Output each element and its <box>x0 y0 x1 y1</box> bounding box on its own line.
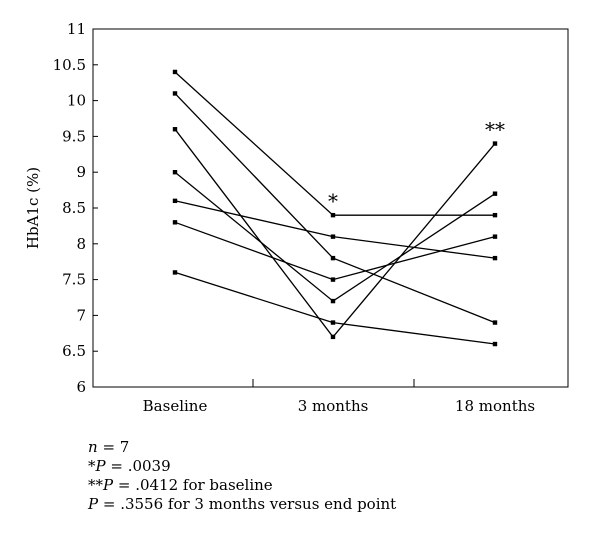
x-tick-label-1: 3 months <box>298 397 369 415</box>
note-n: n = 7 <box>88 438 130 456</box>
data-point-6-0 <box>172 270 178 275</box>
data-point-2-0 <box>172 127 178 132</box>
x-axis: Baseline 3 months 18 months <box>143 379 535 415</box>
y-tick-label-5: 8.5 <box>62 199 86 217</box>
y-tick-label-8: 10 <box>67 92 86 110</box>
data-point-2-2 <box>492 141 498 146</box>
data-point-0-2 <box>492 212 498 218</box>
series-points <box>172 69 498 347</box>
y-tick-label-9: 10.5 <box>53 56 86 74</box>
data-point-5-2 <box>492 234 498 239</box>
y-tick-label-10: 11 <box>67 20 86 38</box>
y-axis-label: HbA1c (%) <box>24 167 42 249</box>
hba1c-line-chart: 6 6.5 7 7.5 8 8.5 9 9.5 10 10.5 11 Baseline 3 month… <box>24 20 569 415</box>
data-point-0-1 <box>330 212 336 218</box>
data-point-4-1 <box>330 234 336 239</box>
chart-notes: n = 7 *P = .0039 **P = .0412 for baselin… <box>88 438 396 514</box>
x-tick-label-2: 18 months <box>455 397 535 415</box>
data-point-1-2 <box>492 320 498 325</box>
data-point-6-2 <box>492 341 498 347</box>
note-p-endpoint: P = .3556 for 3 months versus end point <box>88 495 397 513</box>
y-tick-label-3: 7.5 <box>62 271 86 289</box>
x-tick-label-0: Baseline <box>143 397 208 415</box>
y-axis: 6 6.5 7 7.5 8 8.5 9 9.5 10 10.5 11 <box>53 20 98 396</box>
y-tick-label-2: 7 <box>76 306 86 324</box>
data-point-3-2 <box>492 191 498 196</box>
significance-annotations: *** <box>328 118 505 214</box>
y-tick-label-0: 6 <box>76 378 86 396</box>
y-tick-label-6: 9 <box>76 163 86 181</box>
data-point-0-0 <box>172 69 178 75</box>
y-tick-label-1: 6.5 <box>62 342 86 360</box>
significance-marker-0: * <box>328 189 338 213</box>
data-point-1-0 <box>172 91 178 96</box>
data-point-3-0 <box>172 170 178 175</box>
significance-marker-1: ** <box>485 118 505 142</box>
data-point-5-0 <box>172 220 178 225</box>
data-point-6-1 <box>330 320 336 325</box>
data-point-1-1 <box>330 255 336 261</box>
note-p-baseline: **P = .0412 for baseline <box>88 476 273 494</box>
data-point-4-2 <box>492 255 498 261</box>
data-point-2-1 <box>330 334 336 340</box>
data-point-5-1 <box>330 277 336 282</box>
series-line-2 <box>174 128 496 338</box>
series-line-6 <box>174 271 496 345</box>
data-point-3-1 <box>330 298 336 304</box>
data-point-4-0 <box>172 198 178 204</box>
series-line-5 <box>174 221 496 281</box>
note-p-3-months: *P = .0039 <box>88 457 171 475</box>
y-tick-label-7: 9.5 <box>62 127 86 145</box>
y-tick-label-4: 8 <box>76 235 86 253</box>
